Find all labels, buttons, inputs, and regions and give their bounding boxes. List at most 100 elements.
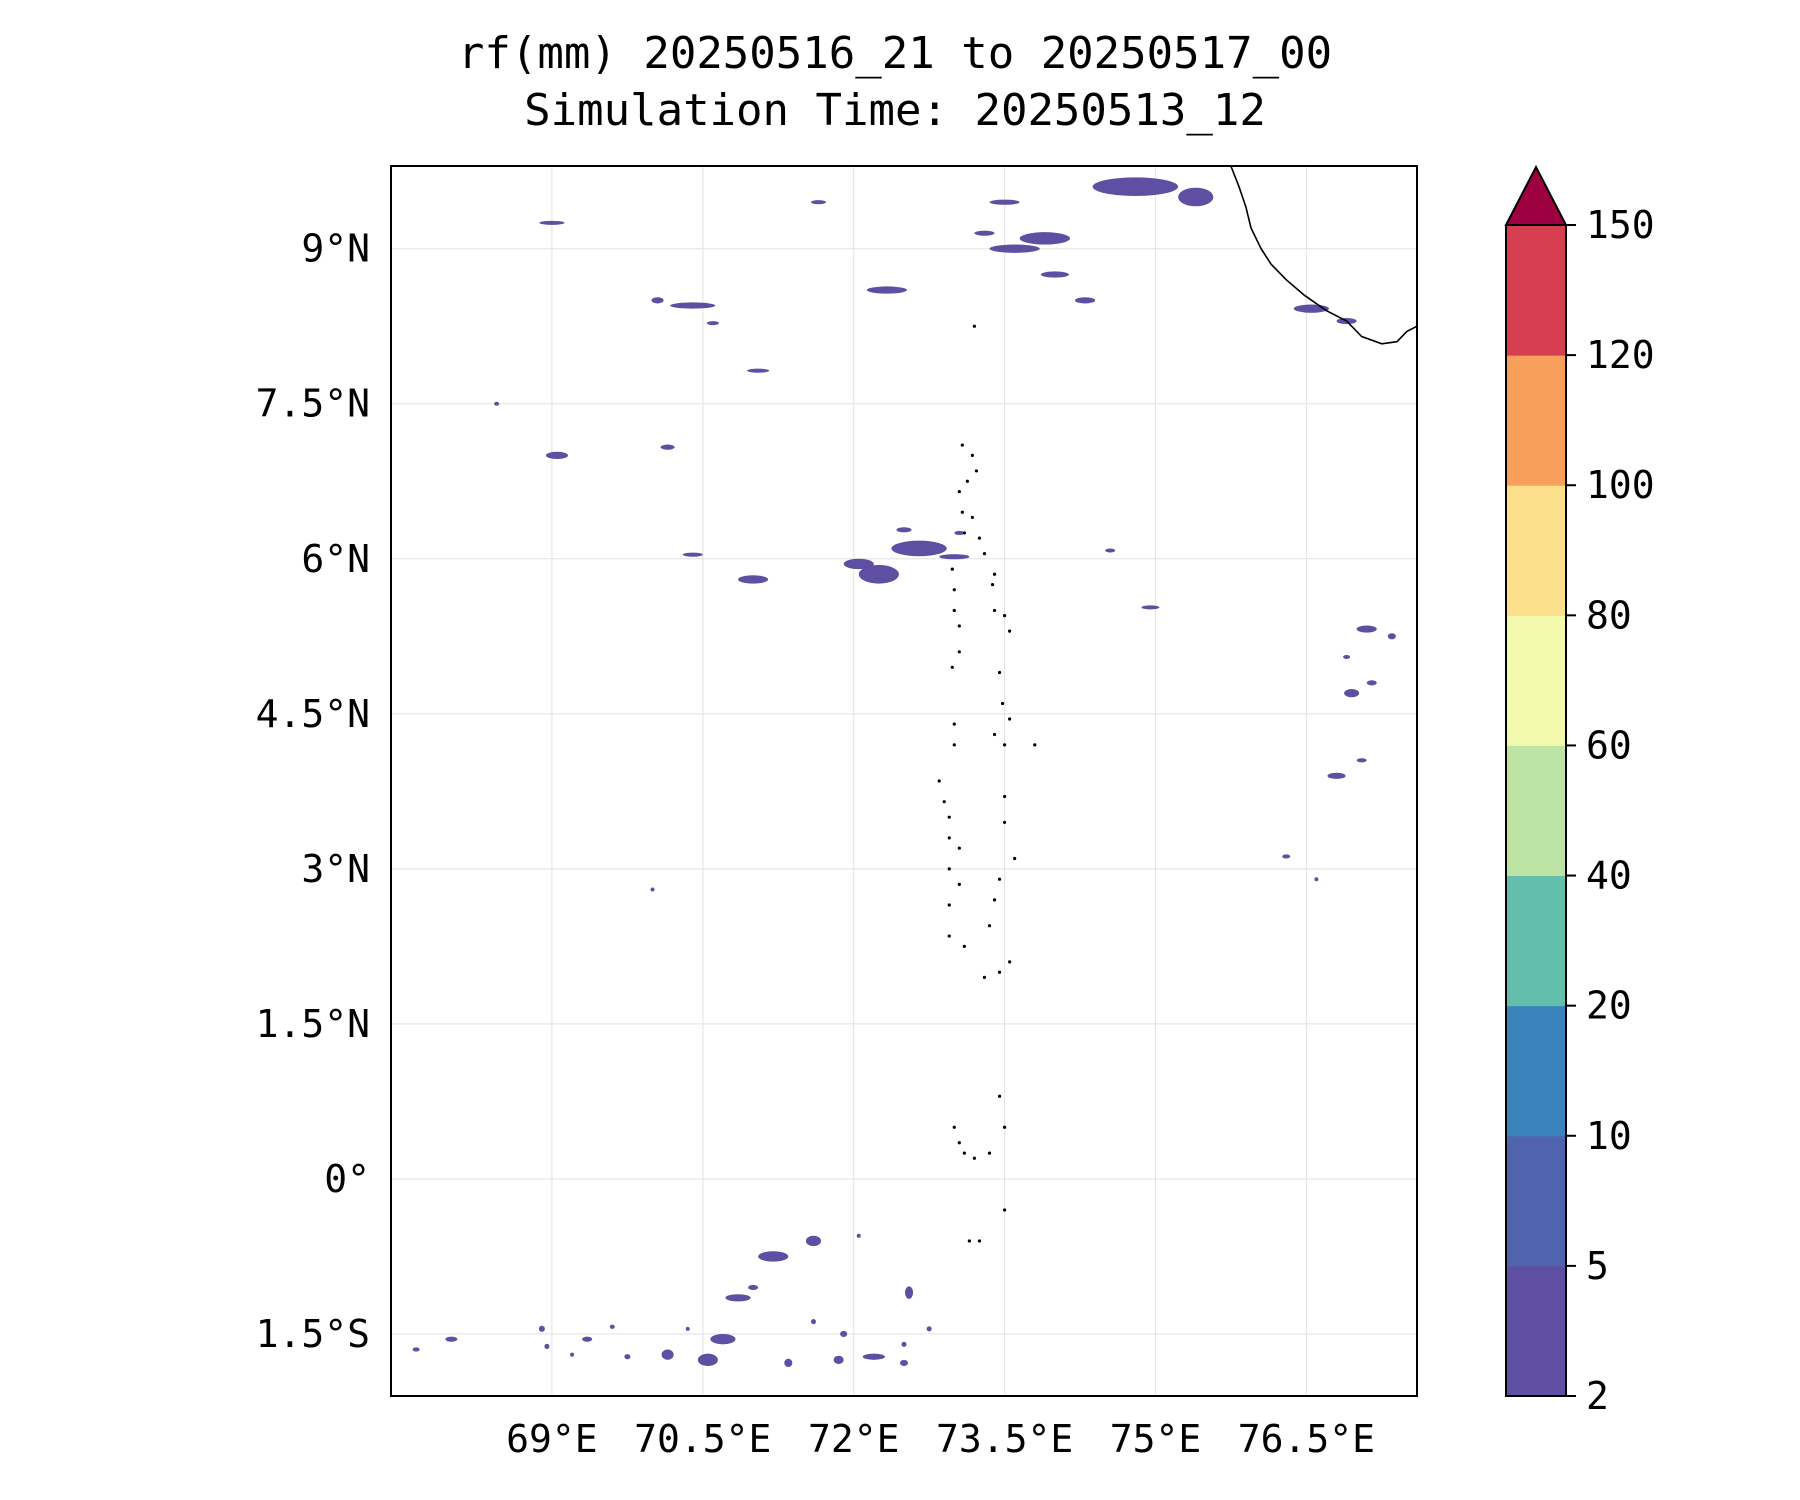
colorbar-tick-label: 40 <box>1586 854 1632 898</box>
colorbar-segment <box>1506 355 1566 486</box>
colorbar-segment <box>1506 1265 1566 1397</box>
rainfall-cell <box>706 321 719 326</box>
colorbar-segment <box>1506 1005 1566 1137</box>
island-dot <box>990 583 995 587</box>
island-dot <box>960 443 964 447</box>
rainfall-cell <box>748 1284 759 1291</box>
island-dot <box>947 903 951 907</box>
island-dot <box>957 882 961 886</box>
rainfall-cell <box>545 451 569 460</box>
rainfall-cell <box>685 1326 690 1331</box>
rainfall-cell <box>661 1349 674 1360</box>
colorbar-frame <box>1505 224 1567 1397</box>
island-dot <box>992 898 997 902</box>
rainfall-cell <box>650 887 655 892</box>
y-tick-label: 1.5°N <box>256 1002 370 1046</box>
map-frame <box>390 165 1418 1397</box>
rainfall-cell <box>494 401 500 406</box>
island-dot <box>997 970 1002 974</box>
island-dot <box>992 572 997 576</box>
colorbar-extend-arrow <box>1504 164 1568 226</box>
island-dot <box>965 479 969 483</box>
island-dot <box>957 846 961 850</box>
rainfall-cell <box>1356 625 1377 633</box>
rainfall-cell <box>905 1286 914 1299</box>
island-dot <box>997 1094 1002 1098</box>
rainfall-cell <box>747 368 770 373</box>
island-dot <box>982 975 987 979</box>
rainfall-cell <box>1356 758 1367 763</box>
island-dot <box>992 608 997 613</box>
island-dot <box>970 515 975 520</box>
rainfall-cell <box>896 527 912 533</box>
rainfall-cell <box>412 1347 420 1352</box>
rainfall-cell <box>891 540 947 557</box>
island-dot <box>977 536 982 540</box>
rainfall-cell <box>1040 271 1069 278</box>
rainfall-cell <box>624 1354 631 1360</box>
island-dot <box>952 608 956 613</box>
island-dot <box>952 722 956 726</box>
y-tick-label: 4.5°N <box>256 692 370 736</box>
rainfall-cell <box>1178 187 1214 207</box>
rainfall-cell <box>758 1251 789 1262</box>
rainfall-cell <box>710 1333 736 1345</box>
figure-title: rf(mm) 20250516_21 to 20250517_00 Simula… <box>458 28 1332 136</box>
x-tick-label: 69°E <box>506 1417 598 1461</box>
island-dot <box>1002 1208 1007 1212</box>
x-tick-label: 73.5°E <box>936 1417 1073 1461</box>
island-dot <box>942 800 946 804</box>
rainfall-cell <box>856 1233 861 1238</box>
title-line-1: rf(mm) 20250516_21 to 20250517_00 <box>458 28 1332 79</box>
island-dot <box>982 552 987 556</box>
y-axis-ticks: 9°N 7.5°N 6°N 4.5°N 3°N 1.5°N 0° 1.5°S <box>256 227 370 1356</box>
rainfall-cell <box>697 1353 718 1367</box>
island-dot <box>947 934 951 938</box>
rainfall-cell <box>901 1341 907 1347</box>
x-axis-ticks: 69°E 70.5°E 72°E 73.5°E 75°E 76.5°E <box>506 1417 1375 1461</box>
island-dot <box>950 567 954 571</box>
islands-layer <box>937 324 1037 1243</box>
rainfall-cell <box>1141 605 1160 610</box>
island-dot <box>962 531 966 535</box>
island-dot <box>952 743 956 747</box>
colorbar-segment <box>1506 615 1566 746</box>
rainfall-cell <box>738 575 769 584</box>
x-tick-label: 72°E <box>808 1417 900 1461</box>
rainfall-cell <box>1343 654 1351 659</box>
title-line-2: Simulation Time: 20250513_12 <box>524 85 1266 136</box>
island-dot <box>1002 1125 1007 1129</box>
colorbar-tick-label: 120 <box>1586 333 1655 377</box>
y-tick-label: 6°N <box>301 537 370 581</box>
colorbar-segment <box>1506 745 1566 877</box>
rainfall-cell <box>899 1359 909 1367</box>
island-dot <box>1000 701 1005 706</box>
rainfall-cell <box>538 1325 545 1332</box>
x-tick-label: 70.5°E <box>634 1417 771 1461</box>
rainfall-cell <box>1314 877 1319 882</box>
colorbar-tick-label: 150 <box>1586 203 1655 247</box>
island-dot <box>957 650 961 654</box>
island-dot <box>947 815 951 819</box>
island-dot <box>992 732 997 737</box>
rainfall-cell <box>833 1355 844 1364</box>
rainfall-cell <box>1105 548 1116 553</box>
colorbar-tick-label: 80 <box>1586 593 1632 637</box>
rainfall-cell <box>1092 177 1179 196</box>
island-dot <box>1008 717 1012 721</box>
colorbar-tick-label: 20 <box>1586 984 1632 1028</box>
island-dot <box>950 665 954 669</box>
island-dot <box>967 1239 971 1243</box>
island-dot <box>1008 960 1012 964</box>
island-dot <box>987 1151 992 1155</box>
island-dot <box>947 867 951 871</box>
rainfall-cell <box>660 444 675 450</box>
island-dot <box>957 489 961 494</box>
rainfall-cell <box>570 1352 575 1357</box>
rainfall-cell <box>582 1336 593 1342</box>
colorbar-tick-label: 60 <box>1586 723 1632 767</box>
x-tick-label: 75°E <box>1110 1417 1202 1461</box>
island-dot <box>962 1151 966 1155</box>
colorbar-tick-label: 2 <box>1586 1374 1609 1418</box>
colorbar-tick-label: 100 <box>1586 463 1655 507</box>
